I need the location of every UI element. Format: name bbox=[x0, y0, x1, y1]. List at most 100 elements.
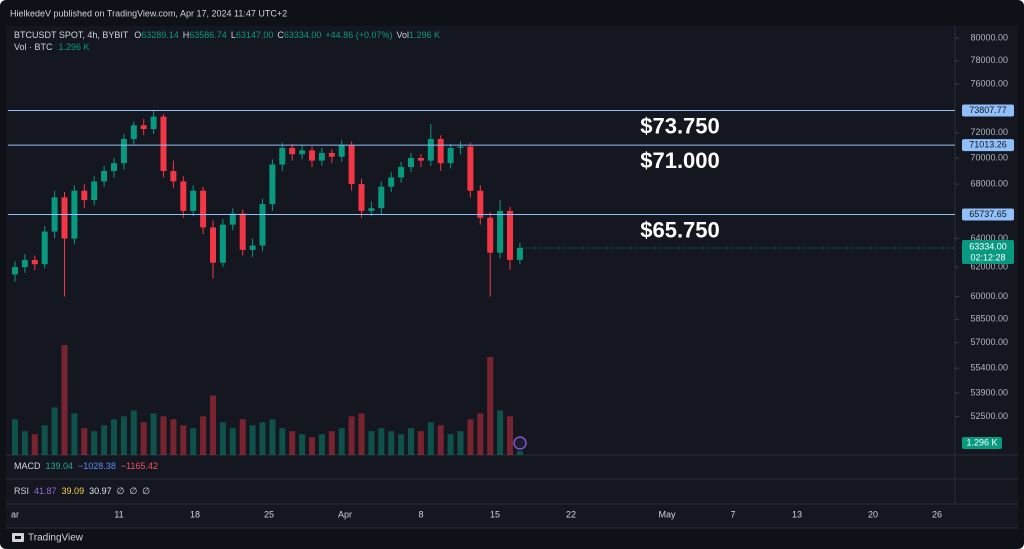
candle-body bbox=[31, 259, 38, 265]
candle-body bbox=[437, 138, 444, 164]
volume-bar bbox=[497, 410, 504, 455]
candle-body bbox=[190, 190, 197, 211]
candle-body bbox=[309, 150, 315, 161]
level-annotation: $65.750 bbox=[640, 217, 720, 242]
indicator-value: ∅ bbox=[129, 486, 137, 496]
volume-bar bbox=[328, 431, 335, 455]
candle-body bbox=[507, 210, 513, 260]
volume-legend-label: Vol · BTC bbox=[14, 42, 53, 52]
volume-bar bbox=[447, 434, 454, 455]
y-tick-label: 68000.00 bbox=[970, 178, 1008, 188]
level-annotation: $73.750 bbox=[640, 113, 720, 138]
volume-bar bbox=[81, 428, 88, 455]
candle-body bbox=[368, 208, 375, 211]
volume-bar bbox=[140, 422, 147, 455]
candle-body bbox=[348, 145, 355, 185]
volume-legend-value: 1.296 K bbox=[59, 42, 90, 52]
level-annotation: $71.000 bbox=[640, 148, 720, 173]
candle-body bbox=[249, 245, 256, 250]
candle-body bbox=[130, 125, 137, 139]
candle-body bbox=[170, 170, 177, 182]
last-price-badge bbox=[962, 239, 1014, 264]
candle-body bbox=[477, 190, 484, 218]
candle-body bbox=[111, 163, 117, 171]
level-badge bbox=[962, 104, 1014, 117]
y-tick-label: 62000.00 bbox=[970, 261, 1008, 271]
y-tick-label: 53900.00 bbox=[970, 387, 1008, 397]
x-tick-label: 15 bbox=[490, 509, 500, 519]
candle-body bbox=[388, 177, 395, 187]
volume-bar bbox=[477, 413, 484, 455]
candle-body bbox=[180, 181, 187, 211]
volume-bar bbox=[130, 410, 137, 455]
x-tick-label: 13 bbox=[792, 509, 802, 519]
x-tick-label: May bbox=[658, 509, 676, 519]
candle-body bbox=[219, 224, 226, 263]
indicator-name: MACD bbox=[14, 461, 41, 471]
candle-body bbox=[12, 267, 18, 275]
candle-body bbox=[516, 247, 523, 260]
volume-bar bbox=[467, 419, 474, 455]
candle-body bbox=[259, 204, 266, 246]
candle-body bbox=[318, 152, 325, 161]
level-label: 71013.26 bbox=[969, 139, 1007, 149]
volume-bar bbox=[338, 428, 345, 455]
legend-field-label: L bbox=[231, 30, 236, 40]
volume-bar bbox=[190, 428, 197, 455]
volume-bar bbox=[368, 431, 375, 455]
legend-symbol: BTCUSDT SPOT, 4h, BYBIT bbox=[14, 30, 129, 40]
indicator-value: ∅ bbox=[142, 486, 150, 496]
volume-bar bbox=[398, 434, 405, 455]
countdown-label: 02:12:28 bbox=[970, 252, 1005, 262]
candle-body bbox=[210, 227, 216, 263]
volume-bar bbox=[41, 425, 48, 455]
y-tick-label: 57000.00 bbox=[970, 337, 1008, 347]
publish-title: HielkedeV published on TradingView.com, … bbox=[10, 8, 287, 18]
x-tick-label: 7 bbox=[730, 509, 735, 519]
indicator-value: ∅ bbox=[117, 486, 125, 496]
volume-bar bbox=[318, 434, 325, 455]
volume-bar bbox=[516, 451, 523, 455]
legend-field-value: 63289.14 bbox=[141, 30, 179, 40]
candle-body bbox=[417, 158, 424, 161]
volume-bar bbox=[457, 431, 464, 455]
y-tick-label: 80000.00 bbox=[970, 32, 1008, 42]
volume-bar bbox=[269, 419, 276, 455]
volume-bar bbox=[417, 431, 424, 455]
volume-bar bbox=[120, 416, 127, 455]
candle-body bbox=[457, 146, 464, 148]
candle-body bbox=[338, 145, 345, 157]
candle-body bbox=[398, 167, 405, 178]
y-tick-label: 60000.00 bbox=[970, 291, 1008, 301]
candle-body bbox=[101, 170, 108, 182]
volume-bar bbox=[348, 416, 355, 455]
candle-body bbox=[427, 138, 434, 161]
indicator-value: 139.04 bbox=[46, 461, 74, 471]
x-tick-label: 11 bbox=[114, 509, 123, 519]
y-tick-label: 78000.00 bbox=[970, 55, 1008, 65]
volume-label: 1.296 K bbox=[966, 437, 997, 447]
volume-bar bbox=[210, 395, 216, 455]
candle-body bbox=[378, 186, 385, 209]
x-tick-label: ar bbox=[11, 509, 19, 519]
volume-bar bbox=[229, 428, 236, 455]
indicator-name: RSI bbox=[14, 486, 29, 496]
candle-body bbox=[279, 147, 286, 165]
event-icon[interactable] bbox=[513, 436, 527, 450]
level-label: 65737.65 bbox=[969, 209, 1007, 219]
candle-body bbox=[269, 164, 276, 205]
volume-bar bbox=[378, 428, 385, 455]
legend-field-value: 63334.00 bbox=[284, 30, 322, 40]
footer-brand: TradingView bbox=[28, 533, 84, 544]
last-price-label: 63334.00 bbox=[969, 241, 1007, 251]
volume-bar bbox=[180, 425, 187, 455]
volume-badge bbox=[962, 437, 1002, 449]
candle-body bbox=[120, 138, 127, 164]
legend-volume-label: Vol bbox=[396, 30, 409, 40]
y-tick-label: 58500.00 bbox=[970, 314, 1008, 324]
volume-bar bbox=[21, 431, 28, 455]
candle-body bbox=[150, 116, 157, 129]
volume-bar bbox=[388, 431, 395, 455]
